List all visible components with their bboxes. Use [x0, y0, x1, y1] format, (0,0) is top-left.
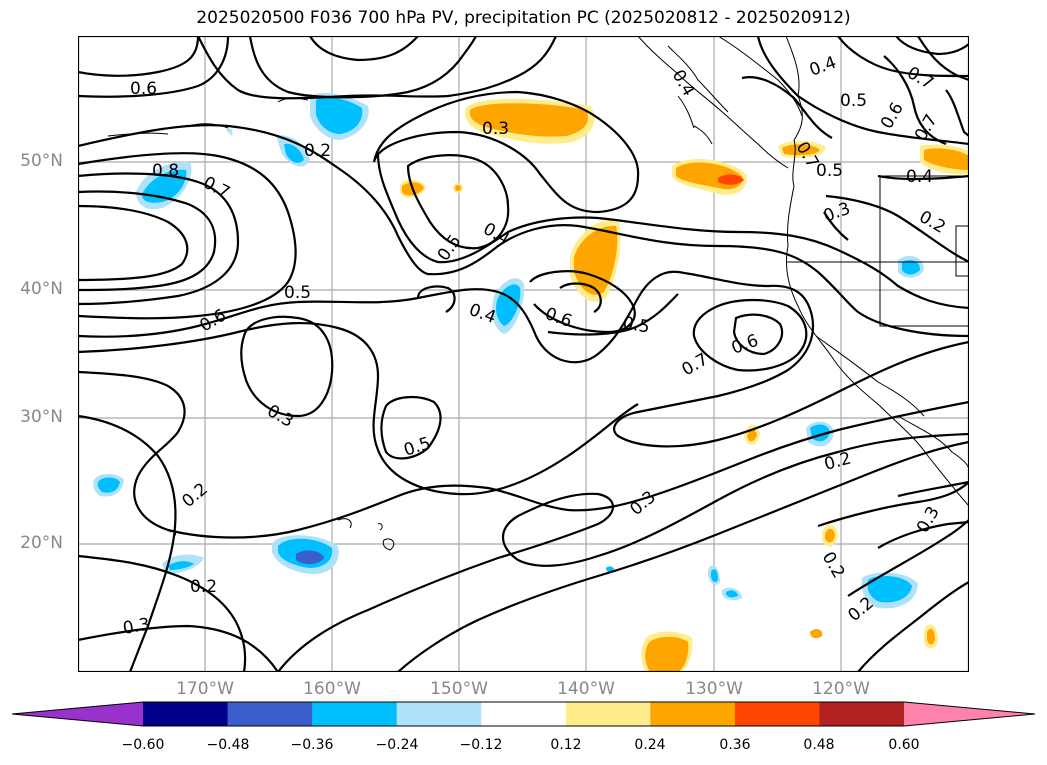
colorbar-extend-low [12, 702, 143, 726]
precip-positive-area [927, 628, 935, 645]
colorbar-segment [396, 702, 482, 726]
colorbar-segment [481, 702, 567, 726]
lon-label-140w: 140°W [557, 679, 615, 699]
precip-negative-area [168, 561, 194, 570]
colorbar-tick: −0.36 [290, 737, 334, 753]
colorbar-tick: 0.60 [888, 737, 920, 753]
precip-negative-area [316, 97, 363, 134]
precip-positive-area [810, 629, 823, 639]
lon-label-130w: 130°W [685, 679, 743, 699]
contour-label: 0.5 [284, 283, 311, 303]
lat-label-30n: 30°N [20, 407, 63, 427]
colorbar-tick: −0.24 [375, 737, 419, 753]
colorbar-segment [734, 702, 820, 726]
lon-label-170w: 170°W [176, 679, 234, 699]
contour-label: 0.3 [482, 119, 509, 139]
colorbar-tick: 0.24 [634, 737, 666, 753]
contour-label: 0.5 [621, 313, 651, 337]
contour-label: 0.2 [190, 577, 217, 597]
colorbar-tick: −0.12 [459, 737, 503, 753]
precip-negative-area [226, 128, 233, 136]
colorbar-tick: −0.60 [121, 737, 165, 753]
colorbar-segment [650, 702, 736, 726]
precip-negative-area [726, 590, 738, 598]
colorbar [11, 701, 1036, 727]
contour-label: 0.8 [152, 161, 179, 181]
precip-positive-area [825, 528, 835, 543]
contour-label: 0.4 [906, 167, 933, 187]
precip-positive-area [747, 429, 757, 442]
precip-positive-area [645, 636, 689, 672]
colorbar-segment [227, 702, 313, 726]
precip-positive-area [574, 225, 618, 295]
colorbar-tick: 0.36 [719, 737, 751, 753]
colorbar-segment [143, 702, 229, 726]
contour-label: 0.6 [130, 79, 157, 99]
colorbar-tick: 0.12 [550, 737, 582, 753]
lon-label-160w: 160°W [303, 679, 361, 699]
lat-label-20n: 20°N [20, 533, 63, 553]
precip-positive-area [718, 174, 744, 185]
map-background [78, 36, 969, 672]
precip-negative-areas [93, 92, 924, 609]
colorbar-segment [565, 702, 651, 726]
colorbar-segment [312, 702, 398, 726]
lon-label-120w: 120°W [812, 679, 870, 699]
map-border [78, 36, 969, 672]
map-plot: 0.6 0.8 0.7 0.2 0.3 0.4 0.5 0.5 0.6 0.3 … [78, 36, 969, 672]
contour-label: 0.5 [816, 161, 843, 181]
map-title: 2025020500 F036 700 hPa PV, precipitatio… [196, 8, 851, 28]
precip-negative-area [97, 477, 120, 493]
precip-positive-area [924, 148, 969, 170]
colorbar-tick: −0.48 [206, 737, 250, 753]
precip-negative-area [902, 260, 920, 275]
contour-label: 0.2 [304, 141, 331, 161]
colorbar-segment [819, 702, 905, 726]
precip-positive-area [782, 144, 820, 156]
precip-positive-area [469, 103, 588, 137]
lat-label-40n: 40°N [20, 279, 63, 299]
precip-negative-area [496, 284, 521, 326]
contour-label: 0.5 [840, 91, 867, 111]
lon-label-150w: 150°W [430, 679, 488, 699]
pv-contours [78, 36, 969, 672]
precip-negative-area [711, 569, 718, 583]
colorbar-extend-high [904, 702, 1035, 726]
precip-negative-area [867, 576, 912, 603]
lat-label-50n: 50°N [20, 151, 63, 171]
precip-negative-area [284, 143, 304, 163]
precip-negative-area [296, 550, 324, 565]
colorbar-tick: 0.48 [803, 737, 835, 753]
contour-label: 0.3 [121, 615, 151, 639]
